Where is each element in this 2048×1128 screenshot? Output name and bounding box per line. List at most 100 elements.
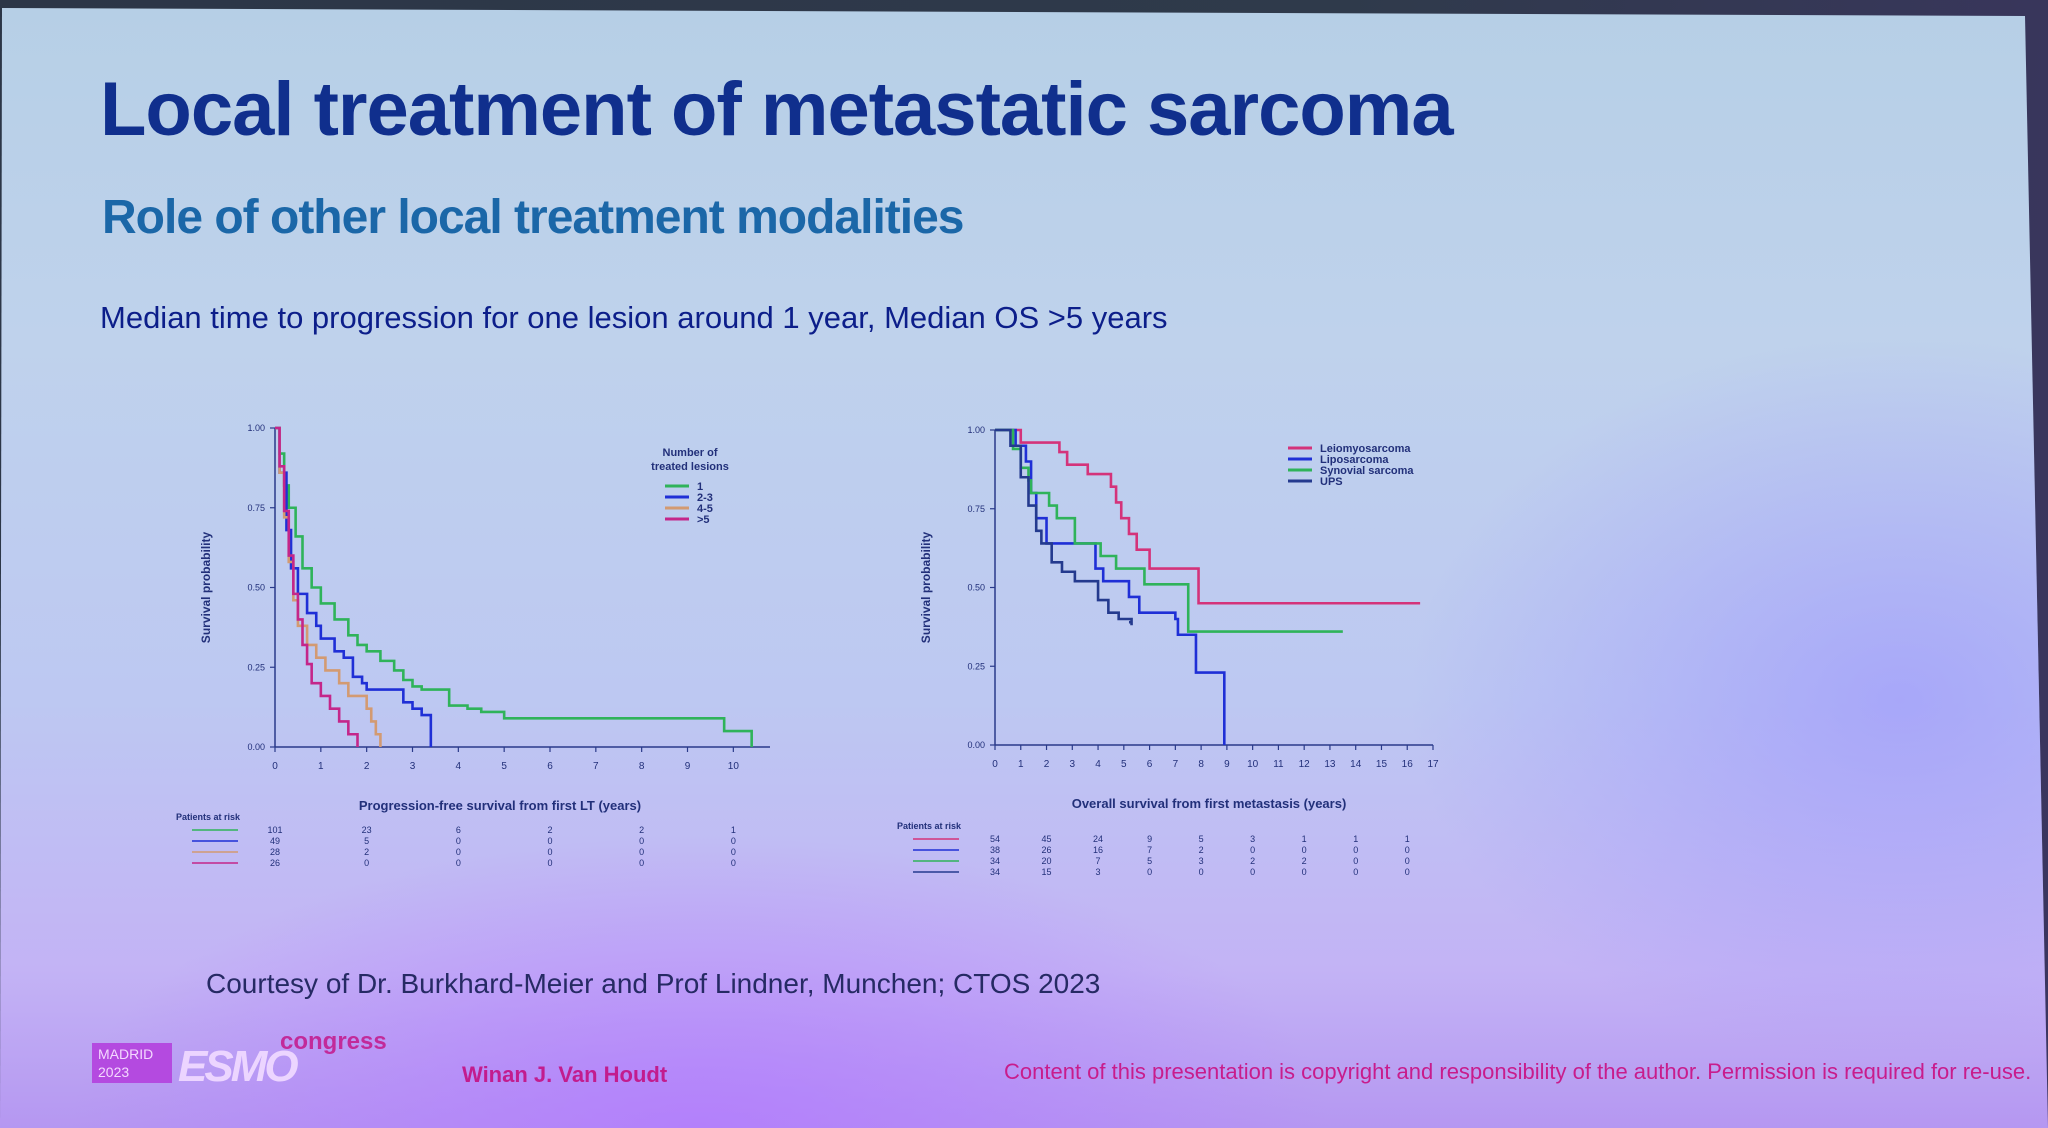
risk-count: 0 <box>1147 867 1152 877</box>
y-tick-label: 0.00 <box>967 740 985 750</box>
risk-count: 0 <box>1250 845 1255 855</box>
legend-label: 1 <box>697 481 703 493</box>
risk-count: 26 <box>270 858 280 868</box>
risk-count: 0 <box>364 858 369 868</box>
risk-count: 0 <box>1250 867 1255 877</box>
risk-count: 3 <box>1096 867 1101 877</box>
legend-label: Liposarcoma <box>1320 454 1389 466</box>
slide-headline: Median time to progression for one lesio… <box>100 300 1168 335</box>
risk-count: 1 <box>1405 834 1410 844</box>
x-tick-label: 11 <box>1273 759 1284 770</box>
x-tick-label: 9 <box>685 761 691 772</box>
y-tick-label: 1.00 <box>967 425 985 435</box>
courtesy-note: Courtesy of Dr. Burkhard-Meier and Prof … <box>206 968 1101 999</box>
x-tick-label: 4 <box>1095 759 1101 770</box>
y-tick-label: 0.50 <box>967 583 985 593</box>
risk-count: 1 <box>1302 834 1307 844</box>
risk-count: 0 <box>1405 867 1410 877</box>
risk-count: 2 <box>1250 856 1255 866</box>
risk-count: 3 <box>1250 834 1255 844</box>
x-tick-label: 6 <box>1147 759 1153 770</box>
pfs-km-chart: 0.000.250.500.751.000 1 2 3 4 5 6 7 8 9 10Survival… <box>176 423 770 868</box>
risk-count: 24 <box>1093 834 1103 844</box>
legend-label: Leiomyosarcoma <box>1320 443 1411 455</box>
risk-table-label: Patients at risk <box>897 821 962 831</box>
risk-count: 0 <box>1405 845 1410 855</box>
risk-count: 0 <box>1353 845 1358 855</box>
risk-count: 2 <box>364 847 369 857</box>
risk-count: 0 <box>639 858 644 868</box>
x-tick-label: 17 <box>1427 759 1439 770</box>
risk-count: 7 <box>1096 856 1101 866</box>
risk-count: 9 <box>1147 834 1152 844</box>
risk-count: 0 <box>1353 867 1358 877</box>
risk-count: 45 <box>1042 834 1052 844</box>
os-km-chart: 0.000.250.500.751.000 1 2 3 4 5 6 7 8 9 10 11 12 13 14… <box>897 425 1439 877</box>
x-tick-label: 7 <box>593 761 599 772</box>
x-tick-label: 3 <box>1070 759 1076 770</box>
logo-brand: ESMO <box>178 1042 299 1091</box>
slide-title: Local treatment of metastatic sarcoma <box>100 67 1454 152</box>
x-tick-label: 4 <box>456 761 462 772</box>
risk-count: 6 <box>456 825 461 835</box>
x-tick-label: 8 <box>639 761 645 772</box>
x-tick-label: 5 <box>1121 759 1127 770</box>
risk-count: 2 <box>1199 845 1204 855</box>
risk-count: 0 <box>456 847 461 857</box>
risk-count: 0 <box>1199 867 1204 877</box>
risk-count: 1 <box>731 825 736 835</box>
risk-count: 23 <box>362 825 372 835</box>
footer-author: Winan J. Van Houdt <box>462 1062 668 1087</box>
risk-count: 0 <box>547 836 552 846</box>
y-axis-label: Survival probability <box>199 531 213 643</box>
x-tick-label: 10 <box>728 761 740 772</box>
x-tick-label: 1 <box>1018 759 1024 770</box>
km-curve-2 <box>275 426 382 747</box>
risk-count: 0 <box>639 836 644 846</box>
risk-count: 0 <box>731 847 736 857</box>
risk-count: 5 <box>1147 856 1152 866</box>
logo-year: 2023 <box>98 1064 130 1080</box>
y-tick-label: 0.00 <box>247 742 265 752</box>
risk-count: 0 <box>1302 845 1307 855</box>
risk-count: 101 <box>267 825 282 835</box>
risk-count: 5 <box>364 836 369 846</box>
risk-count: 16 <box>1093 845 1103 855</box>
x-tick-label: 12 <box>1299 759 1311 770</box>
risk-count: 28 <box>270 847 280 857</box>
km-curve-2 <box>995 428 1343 633</box>
x-tick-label: 15 <box>1376 759 1388 770</box>
risk-count: 26 <box>1042 845 1052 855</box>
risk-count: 38 <box>990 845 1000 855</box>
km-curve-3 <box>995 428 1133 626</box>
x-axis-label: Overall survival from first metastasis (… <box>1072 796 1347 811</box>
x-axis-label: Progression-free survival from first LT … <box>359 798 641 813</box>
risk-count: 7 <box>1147 845 1152 855</box>
legend-label: Synovial sarcoma <box>1320 465 1414 477</box>
risk-count: 5 <box>1199 834 1204 844</box>
risk-count: 54 <box>990 834 1000 844</box>
x-tick-label: 0 <box>272 761 278 772</box>
x-tick-label: 1 <box>318 761 324 772</box>
x-tick-label: 10 <box>1247 759 1259 770</box>
risk-count: 2 <box>1302 856 1307 866</box>
risk-count: 0 <box>639 847 644 857</box>
risk-count: 34 <box>990 867 1000 877</box>
footer-copyright: Content of this presentation is copyrigh… <box>1004 1059 2032 1084</box>
y-axis-label: Survival probability <box>919 531 933 643</box>
risk-count: 0 <box>456 858 461 868</box>
risk-count: 0 <box>1353 856 1358 866</box>
x-tick-label: 5 <box>501 761 507 772</box>
risk-count: 2 <box>547 825 552 835</box>
risk-count: 49 <box>270 836 280 846</box>
y-tick-label: 0.50 <box>247 583 265 593</box>
km-curve-1 <box>995 428 1226 745</box>
x-tick-label: 13 <box>1324 759 1336 770</box>
x-tick-label: 2 <box>364 761 370 772</box>
risk-count: 0 <box>547 847 552 857</box>
esmo-congress-logo: MADRID 2023 ESMO congress <box>92 1028 392 1091</box>
risk-count: 1 <box>1353 834 1358 844</box>
legend-title: treated lesions <box>651 461 729 473</box>
x-tick-label: 6 <box>547 761 553 772</box>
logo-city: MADRID <box>98 1046 154 1062</box>
